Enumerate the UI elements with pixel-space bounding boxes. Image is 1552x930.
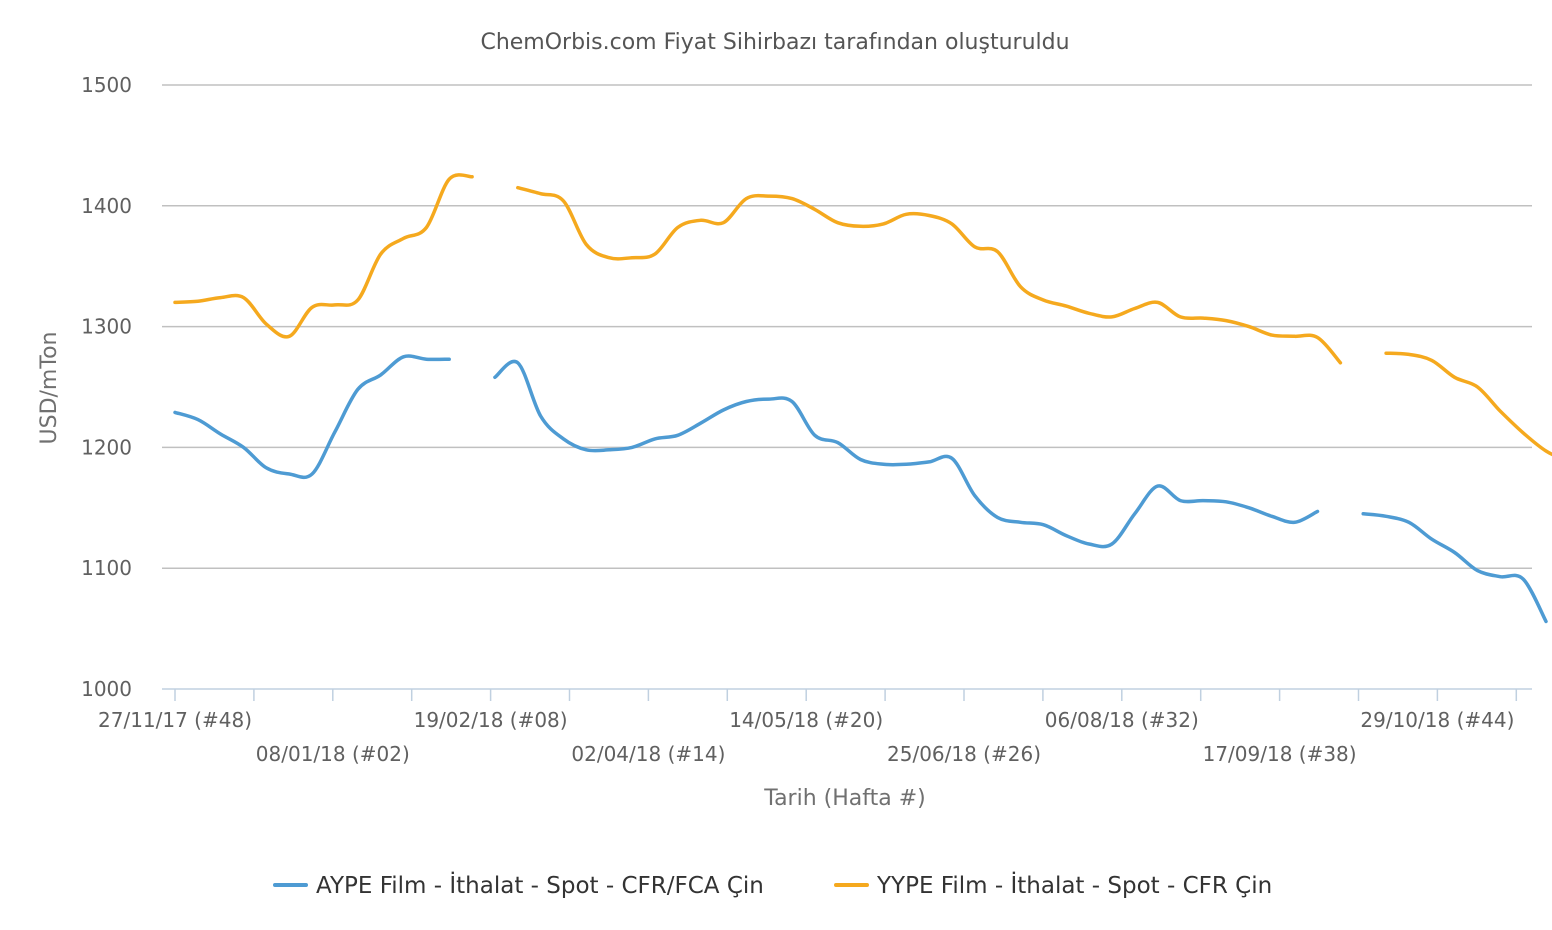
legend-item-2[interactable]: YYPE Film - İthalat - Spot - CFR Çin bbox=[834, 871, 1272, 899]
y-tick-label: 1000 bbox=[81, 677, 132, 701]
legend-label: AYPE Film - İthalat - Spot - CFR/FCA Çin bbox=[316, 871, 764, 899]
x-tick-label: 06/08/18 (#32) bbox=[1045, 708, 1199, 732]
x-tick-label: 17/09/18 (#38) bbox=[1203, 742, 1357, 766]
y-tick-label: 1500 bbox=[81, 73, 132, 97]
y-tick-label: 1100 bbox=[81, 556, 132, 580]
series-line-2 bbox=[1384, 351, 1552, 457]
series-line-2 bbox=[173, 173, 474, 339]
series-line-1 bbox=[493, 359, 1320, 549]
x-tick-label: 27/11/17 (#48) bbox=[98, 708, 252, 732]
y-tick-label: 1300 bbox=[81, 315, 132, 339]
y-axis-tick-labels: 1000 1100 1200 1300 1400 1500 bbox=[81, 73, 132, 701]
x-tick-label: 29/10/18 (#44) bbox=[1360, 708, 1514, 732]
series-line-1 bbox=[1361, 512, 1548, 624]
x-tick-label: 19/02/18 (#08) bbox=[414, 708, 568, 732]
x-tick-label: 08/01/18 (#02) bbox=[256, 742, 410, 766]
x-tick-label: 25/06/18 (#26) bbox=[887, 742, 1041, 766]
x-axis-ticks: 27/11/17 (#48)08/01/18 (#02)19/02/18 (#0… bbox=[98, 689, 1518, 766]
x-tick-label: 14/05/18 (#20) bbox=[729, 708, 883, 732]
y-tick-label: 1200 bbox=[81, 435, 132, 459]
series-lines bbox=[173, 173, 1552, 624]
gridlines bbox=[162, 84, 1532, 569]
x-axis-title: Tarih (Hafta #) bbox=[763, 786, 925, 811]
series-line-2 bbox=[516, 185, 1343, 365]
y-axis-title: USD/mTon bbox=[37, 332, 62, 445]
legend[interactable]: AYPE Film - İthalat - Spot - CFR/FCA Çin… bbox=[273, 871, 1272, 899]
series-line-1 bbox=[173, 354, 451, 480]
chart-title: ChemOrbis.com Fiyat Sihirbazı tarafından… bbox=[480, 30, 1069, 55]
x-tick-label: 02/04/18 (#14) bbox=[571, 742, 725, 766]
legend-item-1[interactable]: AYPE Film - İthalat - Spot - CFR/FCA Çin bbox=[273, 871, 764, 899]
y-tick-label: 1400 bbox=[81, 194, 132, 218]
legend-label: YYPE Film - İthalat - Spot - CFR Çin bbox=[876, 871, 1272, 899]
